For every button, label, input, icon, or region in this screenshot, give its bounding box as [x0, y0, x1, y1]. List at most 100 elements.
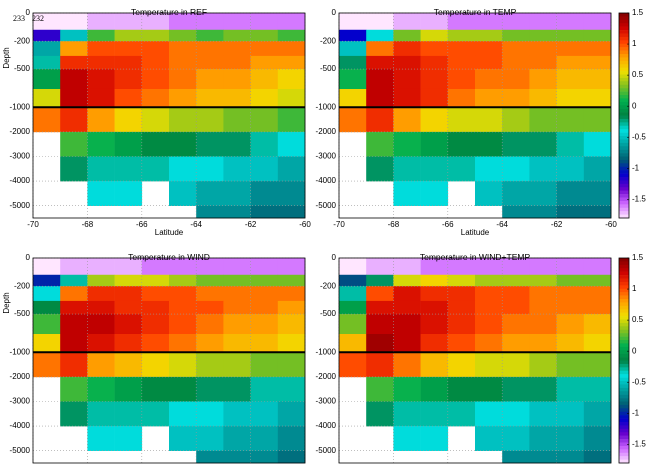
cell [556, 352, 585, 378]
y-tick-label: -500 [320, 309, 337, 318]
y-tick-label: -1000 [10, 102, 31, 111]
colorbar-step [619, 261, 629, 266]
colorbar-step [619, 275, 629, 279]
y-tick-label: -200 [320, 36, 337, 45]
plot-frame [32, 257, 306, 464]
cell [33, 274, 61, 287]
cell [33, 13, 61, 31]
y-axis-label: Depth [2, 47, 11, 68]
cell [529, 401, 557, 427]
cell [502, 29, 530, 42]
y-tick-label: -4000 [10, 421, 31, 430]
colorbar-step [619, 163, 629, 168]
cell [87, 258, 115, 276]
cell [393, 131, 421, 157]
cell [583, 300, 612, 315]
colorbar-step [619, 442, 629, 447]
cell [60, 314, 88, 335]
cell [447, 13, 476, 31]
colorbar-step [619, 264, 629, 269]
x-tick-label: -66 [442, 220, 454, 229]
cell [529, 376, 557, 402]
cell [223, 88, 251, 108]
cell [529, 274, 557, 287]
colorbar-tick-label: -1.5 [632, 439, 646, 448]
colorbar-step [619, 285, 629, 290]
cell [447, 107, 476, 133]
cell [223, 352, 251, 378]
cell [366, 274, 394, 287]
cell [196, 274, 224, 287]
cell [87, 29, 115, 42]
cell [33, 300, 61, 315]
colorbar-tick-label: 0.5 [632, 70, 644, 79]
colorbar-step [619, 278, 629, 283]
cell [250, 258, 279, 276]
cell [277, 205, 306, 219]
x-tick-label: -64 [496, 220, 508, 229]
colorbar-step [619, 149, 629, 154]
cell [420, 274, 449, 287]
colorbar-step [619, 177, 629, 181]
cell [33, 88, 61, 108]
colorbar-tick-label: 1.5 [632, 253, 644, 262]
y-tick-label: -4000 [316, 421, 337, 430]
cell [277, 55, 306, 70]
colorbar-step [619, 112, 629, 116]
cell [250, 156, 279, 182]
cell [529, 131, 557, 157]
cell [583, 352, 612, 378]
colorbar-step [619, 363, 629, 368]
y-tick-label: -3000 [316, 152, 337, 161]
cell [529, 333, 557, 353]
cell [141, 376, 170, 402]
cell [60, 131, 88, 157]
colorbar-step [619, 322, 629, 327]
cell [475, 29, 503, 42]
plot-frame [338, 12, 612, 219]
cell [529, 88, 557, 108]
colorbar-tick-label: -0.5 [632, 377, 646, 386]
colorbar-step [619, 428, 629, 433]
cell [420, 352, 449, 378]
annotation: 233 [13, 14, 25, 23]
cell [583, 426, 612, 451]
cell [33, 286, 61, 302]
cell [583, 286, 612, 302]
cell [529, 156, 557, 182]
cell [114, 300, 143, 315]
cell [250, 450, 279, 464]
colorbar-step [619, 115, 629, 120]
cell [556, 333, 585, 353]
cell [339, 333, 367, 353]
colorbar-step [619, 91, 629, 96]
colorbar-step [619, 187, 629, 191]
cell [250, 274, 279, 287]
cell [583, 13, 612, 31]
cell [141, 88, 170, 108]
cell [339, 41, 367, 57]
colorbar-step [619, 408, 629, 413]
cell [420, 333, 449, 353]
cell [277, 181, 306, 206]
cell [339, 314, 367, 335]
x-tick-label: -66 [136, 220, 148, 229]
cell [60, 258, 88, 276]
y-tick-label: 0 [26, 253, 31, 262]
cell [339, 286, 367, 302]
cell [196, 181, 224, 206]
cell [556, 300, 585, 315]
cell [529, 258, 557, 276]
colorbar-step [619, 36, 629, 41]
colorbar-step [619, 50, 629, 55]
cell [196, 29, 224, 42]
cell [502, 450, 530, 464]
colorbar-step [619, 54, 629, 58]
colorbar-step [619, 136, 629, 140]
colorbar-step [619, 357, 629, 361]
x-tick-label: -60 [299, 220, 311, 229]
cell [223, 258, 251, 276]
cell [223, 426, 251, 451]
cell [141, 314, 170, 335]
cell [556, 55, 585, 70]
